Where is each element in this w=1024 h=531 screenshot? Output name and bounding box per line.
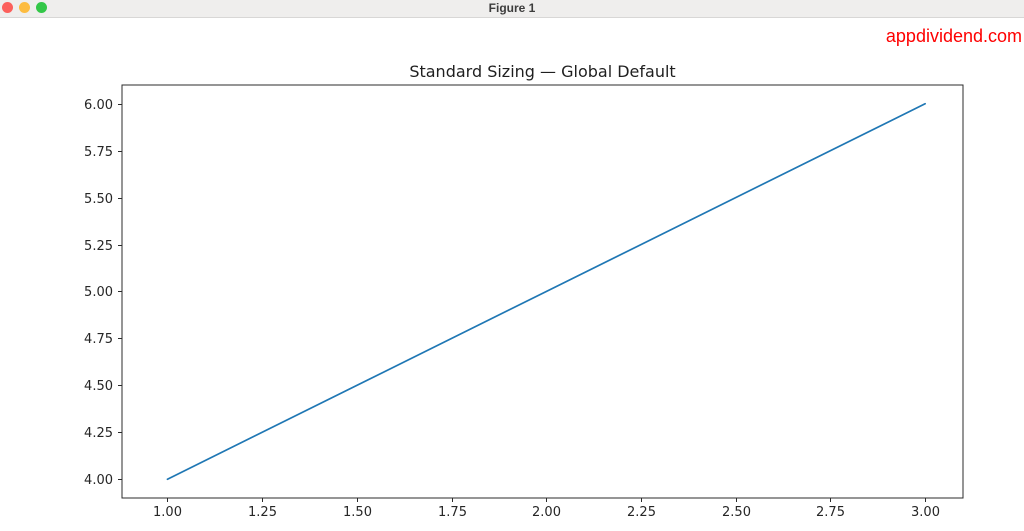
traffic-lights — [2, 2, 47, 13]
x-tick-label: 3.00 — [911, 505, 940, 520]
x-tick-label: 2.50 — [722, 505, 751, 520]
plot-line — [166, 102, 926, 481]
y-tick-label: 4.00 — [84, 473, 113, 488]
figure-canvas: appdividend.com Standard Sizing — Global… — [0, 18, 1024, 531]
y-tick-label: 4.75 — [84, 332, 113, 347]
minimize-button-icon[interactable] — [19, 2, 30, 13]
close-button-icon[interactable] — [2, 2, 13, 13]
zoom-button-icon[interactable] — [36, 2, 47, 13]
x-tick-label: 1.50 — [343, 505, 372, 520]
x-tick-label: 1.00 — [153, 505, 182, 520]
window-title: Figure 1 — [488, 1, 536, 15]
y-tick-label: 4.50 — [84, 379, 113, 394]
chart-title: Standard Sizing — Global Default — [409, 62, 676, 81]
y-tick-label: 5.00 — [84, 285, 113, 300]
y-tick-label: 6.00 — [84, 98, 113, 113]
x-tick-label: 2.25 — [627, 505, 656, 520]
y-tick-label: 5.50 — [84, 192, 113, 207]
y-tick-label: 4.25 — [84, 426, 113, 441]
x-tick-label: 1.75 — [438, 505, 467, 520]
y-tick-label: 5.75 — [84, 145, 113, 160]
x-tick-label: 2.00 — [532, 505, 561, 520]
x-tick-label: 1.25 — [248, 505, 277, 520]
y-tick-label: 5.25 — [84, 239, 113, 254]
plot-area: 1.00 1.25 1.50 1.75 2.00 2.25 2.50 2.75 3.00 4.00… — [84, 84, 964, 520]
watermark-text: appdividend.com — [885, 26, 1022, 46]
window-titlebar: Figure 1 — [0, 0, 1024, 18]
x-tick-label: 2.75 — [816, 505, 845, 520]
